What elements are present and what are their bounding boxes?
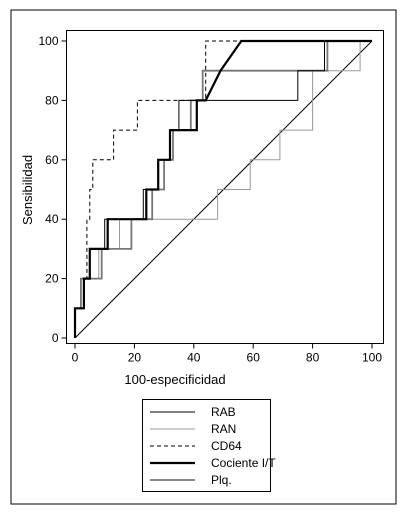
legend-label: CD64 xyxy=(211,439,242,453)
x-tick-label: 40 xyxy=(187,351,201,365)
series-layer xyxy=(73,39,372,338)
x-tick-label: 60 xyxy=(247,351,261,365)
y-tick-label: 20 xyxy=(45,272,59,286)
x-tick-label: 80 xyxy=(306,351,320,365)
x-axis-ticks: 0 20 40 60 80 100 xyxy=(72,343,382,365)
x-axis-title: 100-especificidad xyxy=(124,372,225,387)
y-tick-label: 60 xyxy=(45,153,59,167)
legend-label: Plq. xyxy=(211,473,232,487)
legend-label: Cociente I/T xyxy=(211,456,276,470)
y-axis-title: Sensibilidad xyxy=(20,155,35,225)
x-tick-label: 0 xyxy=(72,351,79,365)
plot-frame xyxy=(66,30,384,344)
legend-label: RAN xyxy=(211,422,236,436)
y-axis-ticks: 0 20 40 60 80 100 xyxy=(38,34,67,345)
series-line-cociente-i-t xyxy=(73,39,372,338)
y-tick-label: 40 xyxy=(45,212,59,226)
x-tick-label: 20 xyxy=(128,351,142,365)
y-tick-label: 100 xyxy=(38,34,58,48)
plot-area: 0 20 40 60 80 100 0 20 40 60 80 100 xyxy=(38,30,384,365)
x-tick-label: 100 xyxy=(362,351,382,365)
legend: RAB RAN CD64 Cociente I/T Plq. xyxy=(142,399,276,492)
legend-label: RAB xyxy=(211,405,236,419)
legend-box xyxy=(142,399,271,492)
y-tick-label: 80 xyxy=(45,93,59,107)
y-tick-label: 0 xyxy=(52,331,59,345)
series-line-cd64 xyxy=(74,40,372,338)
